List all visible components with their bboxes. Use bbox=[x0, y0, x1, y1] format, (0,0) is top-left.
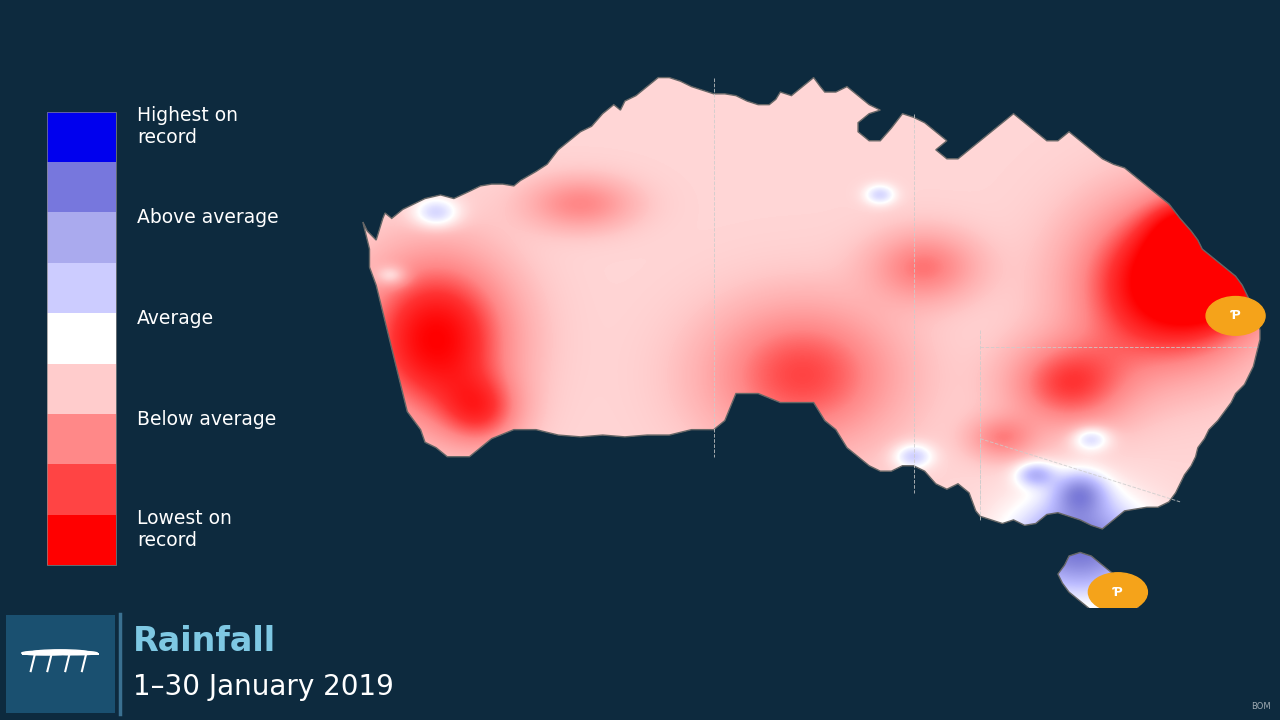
Circle shape bbox=[56, 652, 97, 654]
Text: Average: Average bbox=[137, 309, 214, 328]
Bar bbox=[47, 313, 116, 364]
Circle shape bbox=[32, 650, 88, 654]
Text: Above average: Above average bbox=[137, 208, 279, 227]
Bar bbox=[47, 263, 116, 313]
Circle shape bbox=[22, 651, 68, 655]
PathPatch shape bbox=[1059, 552, 1142, 619]
Bar bbox=[47, 212, 116, 263]
Text: Lowest on
record: Lowest on record bbox=[137, 510, 232, 550]
Bar bbox=[47, 414, 116, 464]
Circle shape bbox=[1206, 297, 1265, 336]
Text: BOM: BOM bbox=[1252, 702, 1271, 711]
Bar bbox=[47, 464, 116, 515]
Bar bbox=[47, 112, 116, 565]
Bar bbox=[22, 653, 99, 655]
Bar bbox=[6, 615, 115, 714]
Bar bbox=[47, 162, 116, 212]
Circle shape bbox=[1088, 573, 1147, 611]
Bar bbox=[47, 364, 116, 414]
Text: Below average: Below average bbox=[137, 410, 276, 428]
PathPatch shape bbox=[362, 78, 1260, 529]
Bar bbox=[47, 515, 116, 565]
Text: Rainfall: Rainfall bbox=[133, 626, 276, 658]
Bar bbox=[47, 112, 116, 162]
Text: Highest on
record: Highest on record bbox=[137, 107, 238, 147]
Text: Ƥ: Ƥ bbox=[1114, 585, 1123, 598]
Text: Ƥ: Ƥ bbox=[1230, 310, 1240, 323]
Text: 1–30 January 2019: 1–30 January 2019 bbox=[133, 672, 394, 701]
